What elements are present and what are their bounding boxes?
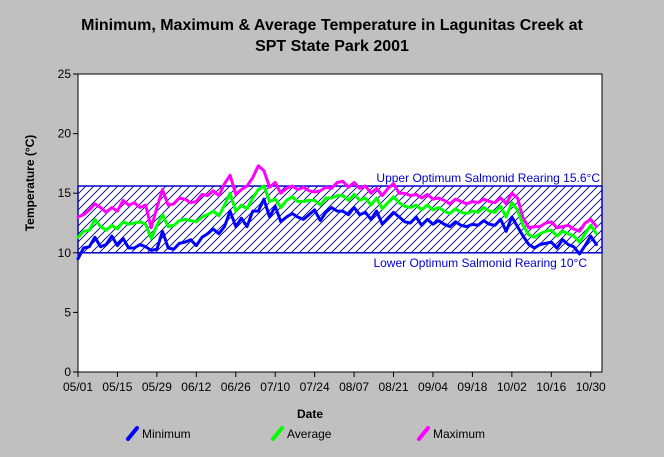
y-tick-label: 5 bbox=[64, 305, 71, 319]
series-line-average bbox=[76, 184, 598, 244]
upper-band-label: Upper Optimum Salmonid Rearing 15.6°C bbox=[376, 171, 600, 185]
x-tick-label: 05/15 bbox=[102, 380, 132, 394]
series-line-minimum bbox=[76, 197, 598, 261]
legend-swatch-maximum bbox=[417, 426, 430, 441]
x-tick-label: 06/12 bbox=[181, 380, 211, 394]
x-tick-label: 09/18 bbox=[457, 380, 487, 394]
x-tick-label: 10/16 bbox=[536, 380, 566, 394]
y-axis-label: Temperature (°C) bbox=[23, 135, 37, 232]
x-tick-label: 08/07 bbox=[339, 380, 369, 394]
x-tick-label: 07/24 bbox=[300, 380, 330, 394]
chart-title: Minimum, Maximum & Average Temperature i… bbox=[81, 17, 583, 34]
legend-label-minimum: Minimum bbox=[142, 427, 191, 441]
legend-swatch-minimum bbox=[126, 426, 139, 441]
x-tick-label: 10/02 bbox=[497, 380, 527, 394]
legend: Minimum Average Maximum bbox=[126, 426, 485, 441]
y-tick-label: 0 bbox=[64, 365, 71, 379]
y-tick-label: 25 bbox=[58, 67, 72, 81]
x-tick-label: 10/30 bbox=[576, 380, 606, 394]
series-line-maximum bbox=[76, 164, 598, 233]
y-tick-label: 15 bbox=[58, 186, 72, 200]
legend-label-average: Average bbox=[287, 427, 332, 441]
y-tick-label: 10 bbox=[58, 246, 72, 260]
x-tick-label: 08/21 bbox=[379, 380, 409, 394]
x-tick-label: 06/26 bbox=[221, 380, 251, 394]
legend-label-maximum: Maximum bbox=[433, 427, 485, 441]
chart-subtitle: SPT State Park 2001 bbox=[255, 38, 409, 55]
legend-swatch-average bbox=[271, 426, 284, 441]
x-tick-label: 05/01 bbox=[63, 380, 93, 394]
x-axis-label: Date bbox=[297, 407, 323, 421]
lower-band-label: Lower Optimum Salmonid Rearing 10°C bbox=[373, 256, 587, 270]
x-tick-label: 05/29 bbox=[142, 380, 172, 394]
x-tick-label: 09/04 bbox=[418, 380, 448, 394]
y-tick-label: 20 bbox=[58, 127, 72, 141]
x-tick-label: 07/10 bbox=[260, 380, 290, 394]
